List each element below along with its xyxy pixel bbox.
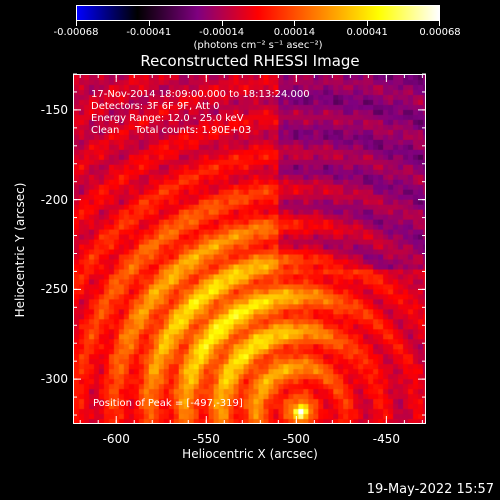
y-axis-label: Heliocentric Y (arcsec) — [13, 182, 27, 318]
colorbar-tick — [294, 21, 296, 26]
energy-range-text: Energy Range: 12.0 - 25.0 keV — [91, 113, 244, 124]
colorbar-tick-label: 0.00014 — [273, 27, 316, 38]
y-tick-label: -300 — [40, 372, 68, 387]
colorbar-units: (photons cm⁻² s⁻¹ asec⁻²) — [193, 40, 323, 51]
colorbar-tick-label: 0.00041 — [346, 27, 388, 38]
colorbar-tick — [148, 21, 150, 26]
x-tick-label: -600 — [102, 432, 130, 446]
colorbar-tick — [439, 21, 440, 26]
time-range-text: 17-Nov-2014 18:09:00.000 to 18:13:24.000 — [91, 89, 310, 100]
peak-position-text: Position of Peak = [-497,-319] — [93, 398, 243, 409]
plot-title: Reconstructed RHESSI Image — [140, 52, 360, 70]
detectors-text: Detectors: 3F 6F 9F, Att 0 — [91, 101, 220, 112]
colorbar-tick — [221, 21, 223, 26]
colorbar-ticks — [76, 21, 440, 27]
timestamp: 19-May-2022 15:57 — [366, 482, 494, 497]
colorbar-tick — [76, 21, 77, 26]
image-plot-area: 17-Nov-2014 18:09:00.000 to 18:13:24.000… — [73, 74, 426, 424]
colorbar-tick-label: 0.00068 — [419, 27, 461, 38]
x-axis-label: Heliocentric X (arcsec) — [182, 447, 318, 461]
x-tick-label: -450 — [372, 432, 400, 446]
x-tick-label: -500 — [282, 432, 310, 446]
colorbar-tick-label: -0.00068 — [53, 27, 99, 38]
y-tick-label: -200 — [40, 192, 68, 207]
x-tick-label: -550 — [192, 432, 220, 446]
algorithm-text: Clean — [91, 125, 120, 136]
total-counts-text: Total counts: 1.90E+03 — [135, 125, 252, 136]
y-tick-label: -150 — [40, 102, 68, 117]
colorbar-tick — [367, 21, 369, 26]
colorbar-tick-label: -0.00041 — [126, 27, 172, 38]
colorbar-tick-label: -0.00014 — [199, 27, 245, 38]
y-tick-label: -250 — [40, 282, 68, 297]
rhessi-heatmap — [74, 75, 425, 423]
colorbar — [76, 5, 440, 21]
